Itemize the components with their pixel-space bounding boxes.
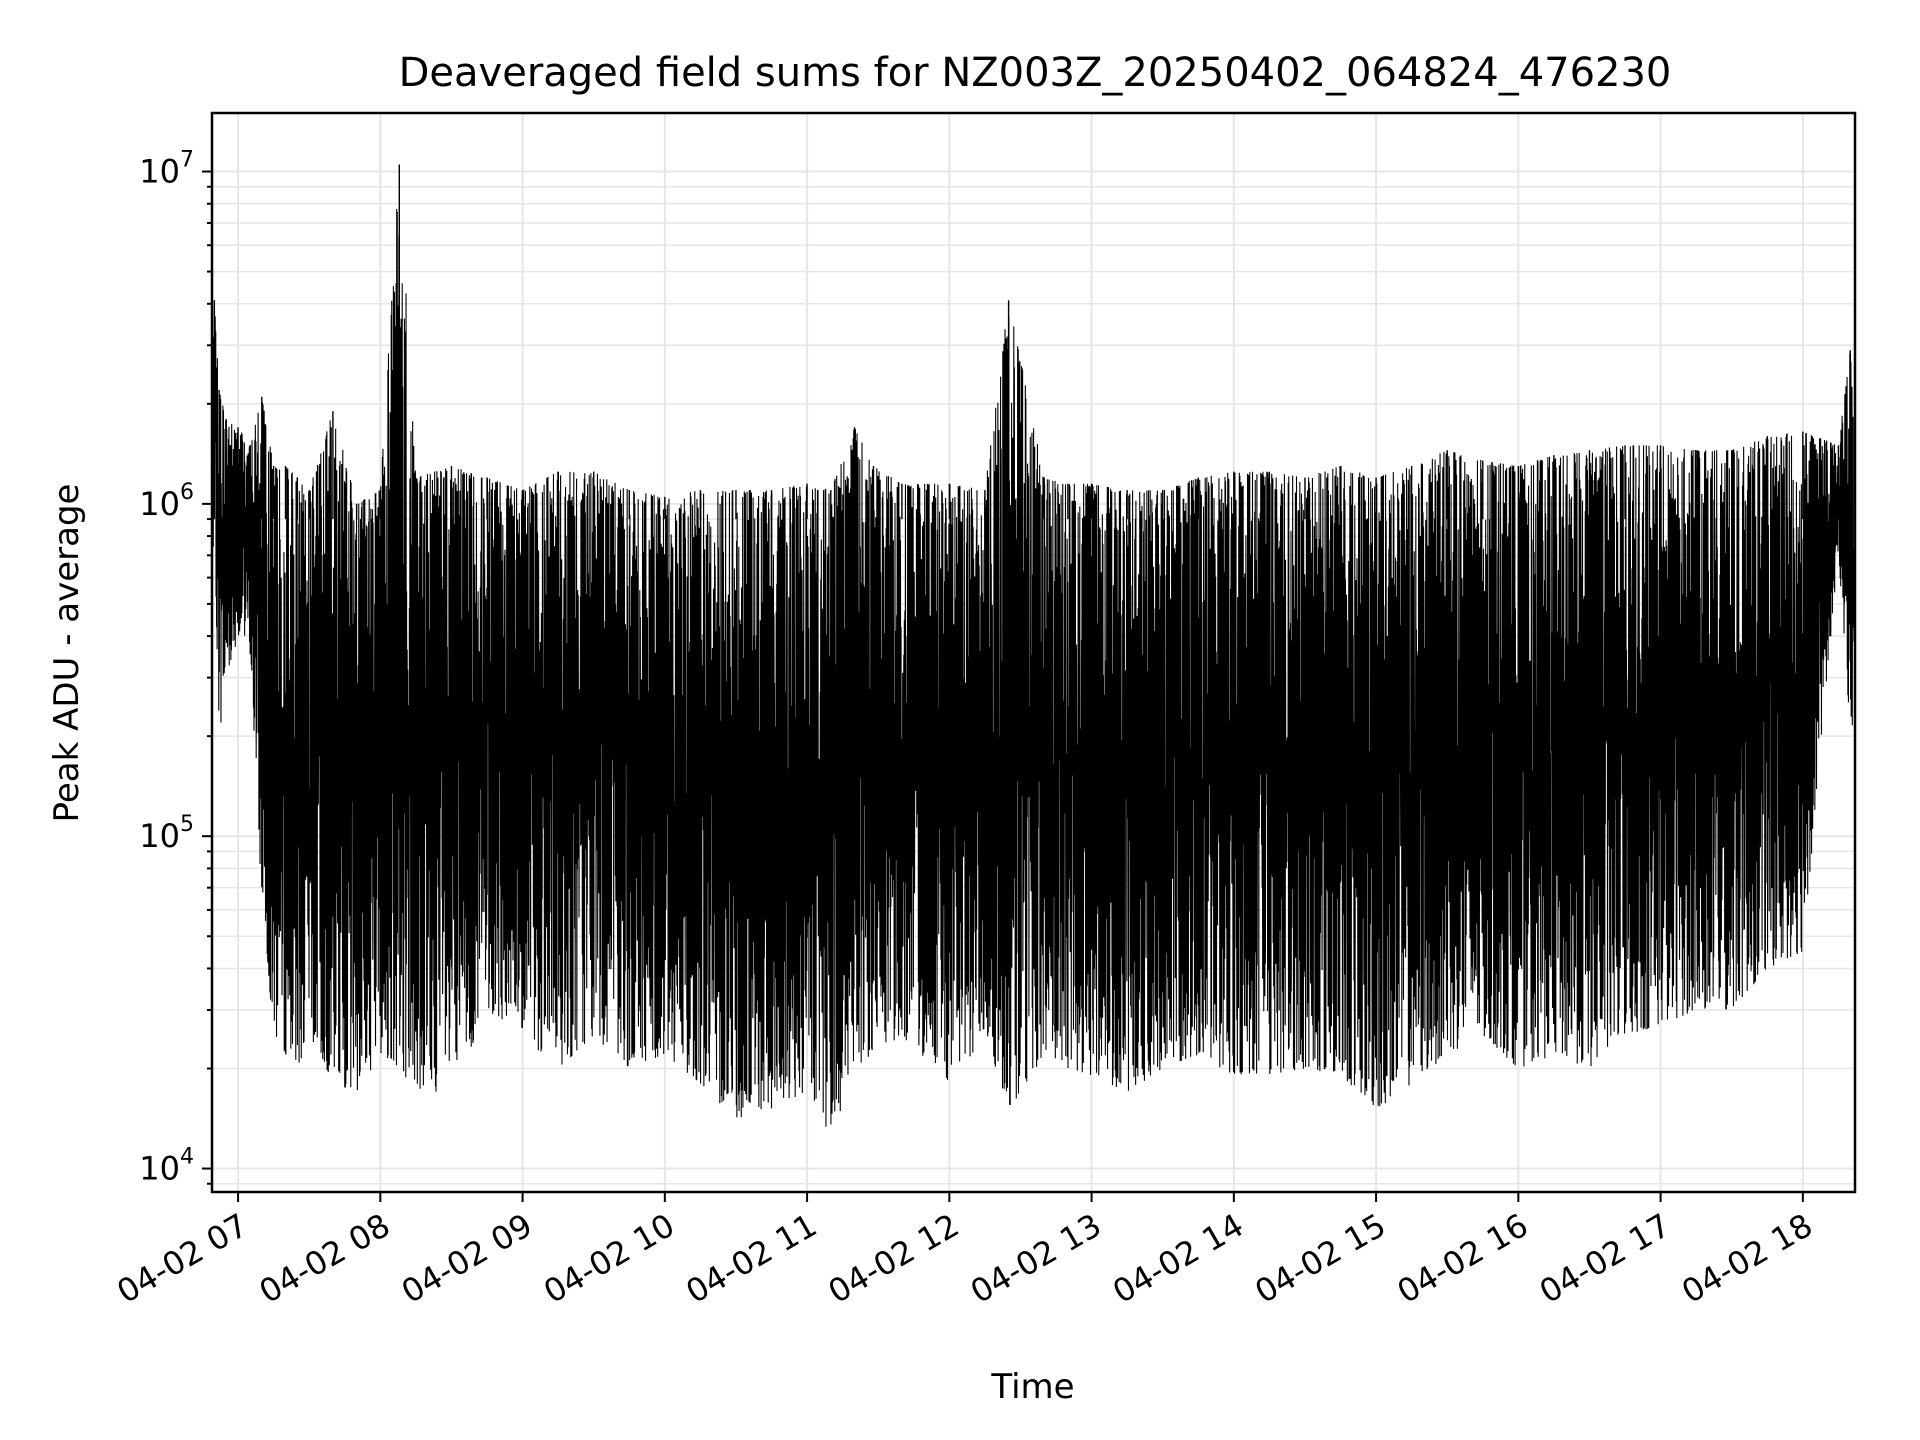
x-tick-label: 04-02 12 [822, 1206, 966, 1311]
y-axis-label: Peak ADU - average [47, 484, 87, 823]
x-tick-label: 04-02 13 [964, 1206, 1108, 1311]
x-tick-label: 04-02 18 [1675, 1206, 1819, 1311]
y-tick-label: 105 [139, 812, 194, 855]
series-trace [212, 209, 1855, 1127]
plot-frame [210, 111, 1857, 1194]
x-tick-label: 04-02 15 [1248, 1206, 1392, 1311]
x-tick-label: 04-02 09 [395, 1206, 539, 1311]
x-tick-label: 04-02 10 [537, 1206, 681, 1311]
y-tick-label: 106 [139, 480, 194, 523]
x-tick-label: 04-02 14 [1106, 1206, 1250, 1311]
x-tick-label: 04-02 11 [679, 1206, 823, 1311]
x-axis-label: Time [990, 1367, 1074, 1407]
chart-title: Deaveraged field sums for NZ003Z_2025040… [399, 50, 1672, 96]
x-tick-label: 04-02 17 [1533, 1206, 1677, 1311]
y-tick-label: 107 [139, 148, 194, 191]
x-tick-label: 04-02 07 [110, 1206, 254, 1311]
x-tick-label: 04-02 08 [253, 1206, 397, 1311]
x-tick-label: 04-02 16 [1391, 1206, 1535, 1311]
series-line [211, 164, 1856, 1127]
y-axis-ticks: 104 105 106 107 [139, 148, 212, 1188]
y-tick-label: 104 [139, 1145, 194, 1188]
